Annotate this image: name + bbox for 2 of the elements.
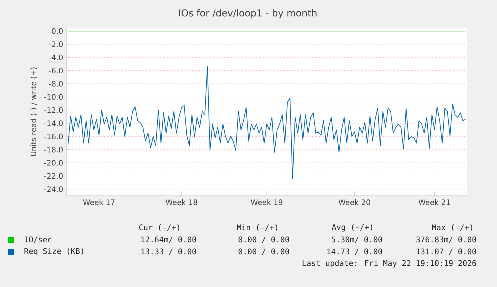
chart-title: IOs for /dev/loop1 - by month: [179, 9, 317, 19]
line-series: [68, 66, 466, 180]
